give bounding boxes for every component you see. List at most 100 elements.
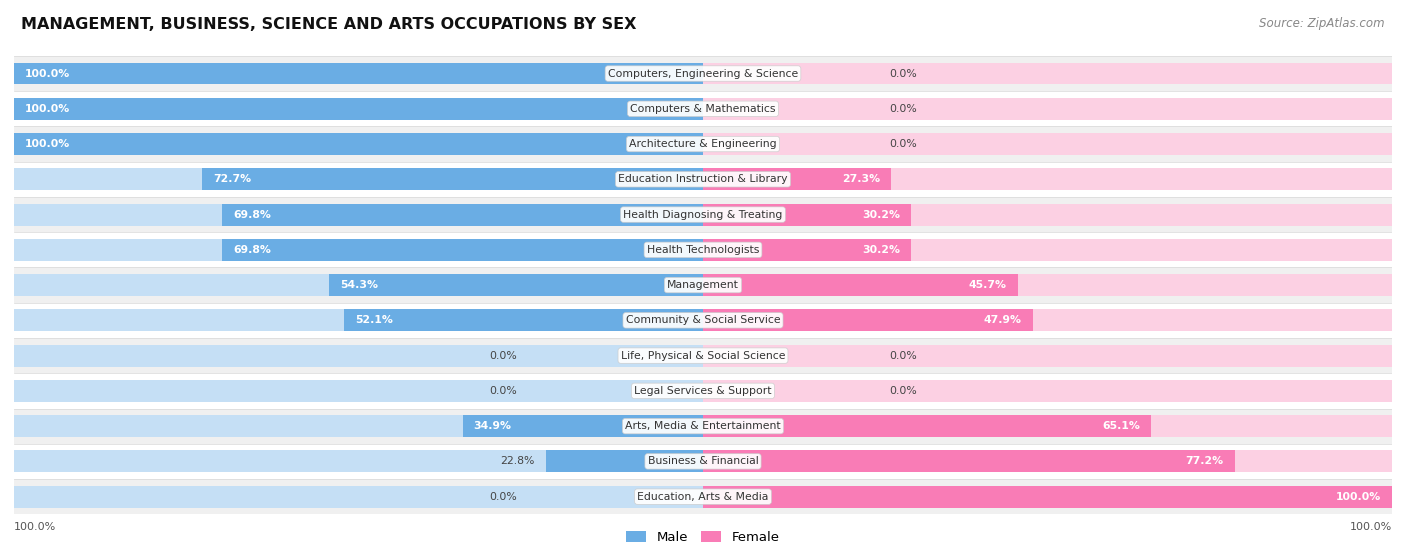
Text: 69.8%: 69.8% [233,245,271,255]
Bar [14,98,703,120]
Bar [703,274,1392,296]
Bar [14,133,703,155]
Bar [14,274,703,296]
Text: 0.0%: 0.0% [889,104,917,114]
Bar [14,56,1392,91]
Text: Legal Services & Support: Legal Services & Support [634,386,772,396]
Bar [344,310,703,331]
Bar [202,168,703,190]
Bar [703,168,1392,190]
Bar [14,168,703,190]
Text: Computers & Mathematics: Computers & Mathematics [630,104,776,114]
Bar [14,98,703,120]
Bar [546,451,703,472]
Text: 54.3%: 54.3% [340,280,378,290]
Text: 0.0%: 0.0% [489,386,517,396]
Bar [703,168,891,190]
Bar [703,133,1392,155]
Text: 0.0%: 0.0% [489,350,517,361]
Bar [14,451,703,472]
Text: Business & Financial: Business & Financial [648,456,758,466]
Bar [14,444,1392,479]
Text: 100.0%: 100.0% [1336,492,1381,501]
Bar [703,451,1234,472]
Bar [14,479,1392,514]
Text: Community & Social Service: Community & Social Service [626,315,780,325]
Bar [703,310,1392,331]
Bar [14,310,703,331]
Text: Arts, Media & Entertainment: Arts, Media & Entertainment [626,421,780,431]
Bar [14,338,1392,373]
Bar [703,415,1152,437]
Text: Source: ZipAtlas.com: Source: ZipAtlas.com [1260,17,1385,30]
Text: Education, Arts & Media: Education, Arts & Media [637,492,769,501]
Text: 100.0%: 100.0% [25,69,70,78]
Bar [703,486,1392,508]
Bar [703,310,1033,331]
Bar [703,239,1392,260]
Bar [703,380,1392,402]
Bar [14,373,1392,409]
Bar [14,197,1392,232]
Bar [14,91,1392,126]
Text: 100.0%: 100.0% [25,104,70,114]
Bar [14,133,703,155]
Text: 100.0%: 100.0% [25,139,70,149]
Bar [14,203,703,225]
Bar [222,239,703,260]
Text: 0.0%: 0.0% [489,492,517,501]
Text: 27.3%: 27.3% [842,174,880,184]
Text: 52.1%: 52.1% [356,315,392,325]
Bar [703,486,1392,508]
Bar [14,63,703,84]
Bar [14,345,703,367]
Text: MANAGEMENT, BUSINESS, SCIENCE AND ARTS OCCUPATIONS BY SEX: MANAGEMENT, BUSINESS, SCIENCE AND ARTS O… [21,17,637,32]
Bar [14,303,1392,338]
Text: Architecture & Engineering: Architecture & Engineering [630,139,776,149]
Text: 100.0%: 100.0% [1350,522,1392,532]
Bar [14,415,703,437]
Text: 72.7%: 72.7% [214,174,252,184]
Text: 77.2%: 77.2% [1185,456,1223,466]
Text: 69.8%: 69.8% [233,210,271,220]
Bar [703,451,1392,472]
Bar [703,98,1392,120]
Bar [14,267,1392,303]
Text: Life, Physical & Social Science: Life, Physical & Social Science [621,350,785,361]
Text: Health Technologists: Health Technologists [647,245,759,255]
Bar [14,162,1392,197]
Bar [14,126,1392,162]
Text: Education Instruction & Library: Education Instruction & Library [619,174,787,184]
Bar [14,486,703,508]
Text: 100.0%: 100.0% [14,522,56,532]
Bar [703,203,911,225]
Text: 0.0%: 0.0% [889,386,917,396]
Bar [14,409,1392,444]
Bar [703,274,1018,296]
Legend: Male, Female: Male, Female [621,525,785,549]
Text: 45.7%: 45.7% [969,280,1007,290]
Bar [222,203,703,225]
Text: 0.0%: 0.0% [889,139,917,149]
Bar [703,63,1392,84]
Bar [14,63,703,84]
Bar [703,203,1392,225]
Bar [703,345,1392,367]
Text: 0.0%: 0.0% [889,350,917,361]
Text: 47.9%: 47.9% [984,315,1022,325]
Bar [463,415,703,437]
Text: Computers, Engineering & Science: Computers, Engineering & Science [607,69,799,78]
Bar [14,380,703,402]
Bar [703,239,911,260]
Text: 30.2%: 30.2% [862,245,900,255]
Text: 0.0%: 0.0% [889,69,917,78]
Text: 65.1%: 65.1% [1102,421,1140,431]
Bar [329,274,703,296]
Text: Management: Management [666,280,740,290]
Text: Health Diagnosing & Treating: Health Diagnosing & Treating [623,210,783,220]
Bar [14,232,1392,267]
Text: 30.2%: 30.2% [862,210,900,220]
Text: 22.8%: 22.8% [501,456,534,466]
Text: 34.9%: 34.9% [474,421,512,431]
Bar [14,239,703,260]
